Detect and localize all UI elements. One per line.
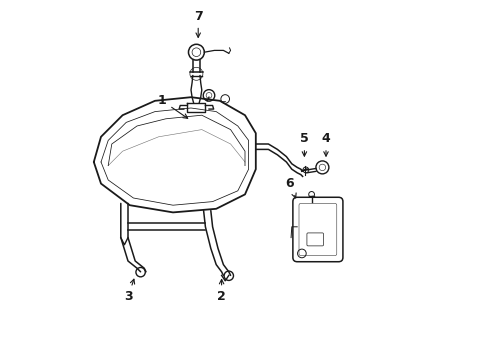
Text: 1: 1 (158, 94, 188, 118)
Text: 2: 2 (217, 279, 226, 303)
Text: 6: 6 (286, 177, 296, 198)
Text: 3: 3 (123, 279, 135, 303)
Text: 5: 5 (300, 132, 309, 156)
Text: 4: 4 (321, 132, 330, 156)
Text: 7: 7 (194, 10, 202, 37)
